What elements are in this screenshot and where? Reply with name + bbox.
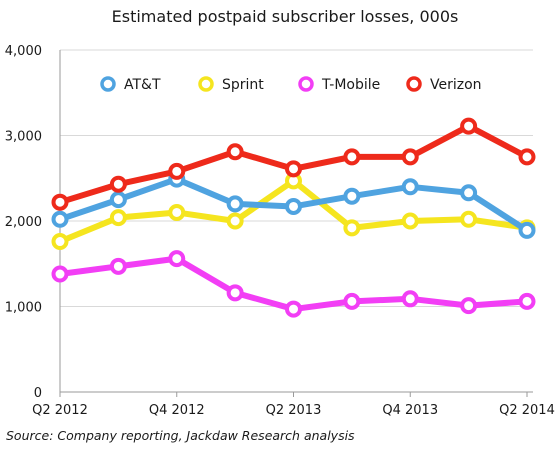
y-tick-label: 3,000 (5, 130, 42, 145)
data-point-t-mobile (518, 292, 536, 310)
legend-item-t-mobile: T-Mobile (298, 76, 380, 93)
data-point-t-mobile (401, 290, 419, 308)
y-tick-label: 1,000 (5, 301, 42, 316)
legend-marker-verizon (406, 76, 422, 92)
data-point-at-t (518, 221, 536, 239)
data-point-t-mobile (226, 284, 244, 302)
data-point-at-t (226, 195, 244, 213)
data-point-sprint (168, 203, 186, 221)
data-point-verizon (226, 143, 244, 161)
data-point-verizon (518, 148, 536, 166)
data-point-sprint (460, 210, 478, 228)
data-point-at-t (285, 197, 302, 215)
x-axis: Q2 2012 Q4 2012 Q2 2013 Q4 2013 Q2 2014 (32, 392, 555, 418)
legend-marker-t-mobile (298, 76, 314, 92)
data-point-sprint (109, 209, 127, 227)
legend-marker-sprint (198, 76, 214, 92)
data-point-sprint (51, 233, 69, 251)
legend-item-sprint: Sprint (198, 76, 264, 93)
data-point-at-t (109, 191, 127, 209)
y-tick-label: 0 (34, 386, 42, 401)
legend-label: T-Mobile (321, 77, 380, 93)
source-note: Source: Company reporting, Jackdaw Resea… (6, 428, 355, 443)
data-point-at-t (460, 184, 478, 202)
data-point-verizon (343, 148, 361, 166)
series-verizon (51, 117, 536, 211)
data-point-at-t (401, 178, 419, 196)
data-point-at-t (343, 187, 361, 205)
x-tick-label: Q2 2013 (266, 403, 322, 418)
x-tick-label: Q2 2014 (499, 403, 555, 418)
data-point-verizon (460, 117, 478, 135)
y-tick-label: 4,000 (5, 44, 42, 59)
data-point-verizon (285, 160, 302, 178)
data-point-verizon (51, 193, 69, 211)
legend-item-verizon: Verizon (406, 76, 482, 93)
x-tick-label: Q4 2012 (149, 403, 205, 418)
series-t-mobile (51, 250, 536, 318)
data-point-t-mobile (460, 297, 478, 315)
legend-label: AT&T (124, 77, 161, 93)
data-point-sprint (401, 212, 419, 230)
data-point-verizon (401, 148, 419, 166)
legend-label: Verizon (430, 77, 482, 93)
series-layer (51, 117, 536, 318)
x-tick-label: Q4 2013 (382, 403, 438, 418)
data-point-t-mobile (109, 257, 127, 275)
legend-marker-at-t (100, 76, 116, 92)
x-tick-label: Q2 2012 (32, 403, 88, 418)
data-point-sprint (226, 212, 244, 230)
data-point-verizon (168, 162, 186, 180)
data-point-t-mobile (285, 300, 302, 318)
legend-label: Sprint (222, 77, 264, 93)
legend-item-at-t: AT&T (100, 76, 161, 93)
y-axis: 0 1,000 2,000 3,000 4,000 (5, 44, 42, 401)
data-point-t-mobile (343, 292, 361, 310)
y-tick-label: 2,000 (5, 215, 42, 230)
legend: AT&T Sprint T-Mobile Verizon (100, 76, 482, 93)
data-point-verizon (109, 175, 127, 193)
data-point-t-mobile (51, 265, 69, 283)
data-point-sprint (343, 219, 361, 237)
data-point-t-mobile (168, 250, 186, 268)
data-point-at-t (51, 210, 69, 228)
chart-title: Estimated postpaid subscriber losses, 00… (112, 7, 459, 26)
